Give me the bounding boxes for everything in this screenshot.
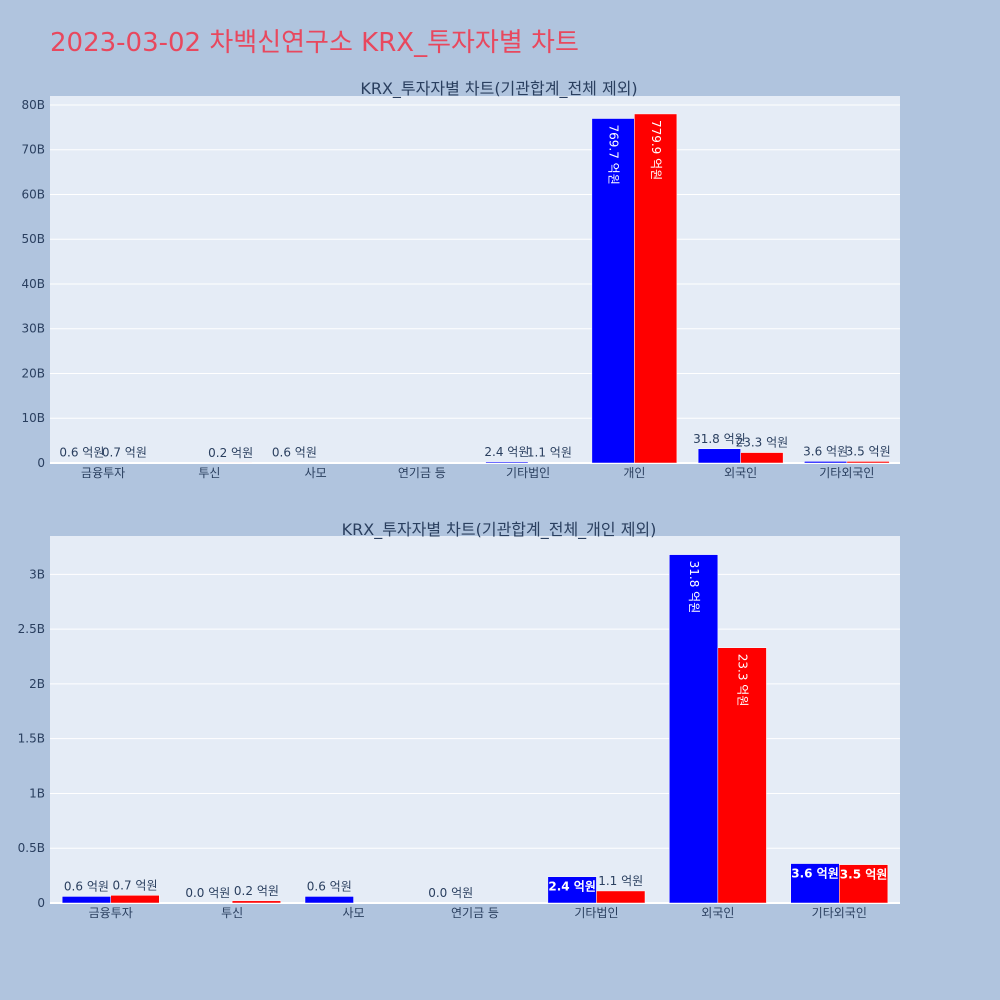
bar	[839, 864, 889, 904]
chart-1: 0 10B 20B 30B 40B 50B 60B 70B 80B KRX_투자자별 차트(기관합…	[21, 79, 900, 480]
y-tick-label: 10B	[21, 411, 45, 425]
bar	[547, 876, 597, 904]
y-tick-label: 2.5B	[18, 622, 45, 636]
y-tick-label: 70B	[21, 143, 45, 157]
data-label: 0.2 억원	[234, 884, 279, 898]
data-label: 779.9 억원	[649, 120, 663, 180]
bar	[485, 461, 529, 464]
x-tick-label: 투신	[221, 906, 243, 920]
y-tick-label: 0	[37, 456, 45, 470]
bar	[304, 896, 354, 904]
data-label: 769.7 억원	[607, 125, 621, 185]
data-label: 0.7 억원	[113, 878, 158, 892]
bar	[110, 895, 160, 904]
data-label: 3.6 억원	[791, 867, 839, 881]
x-tick-label: 사모	[305, 466, 327, 480]
y-tick-label: 1.5B	[18, 732, 45, 746]
data-label: 2.4 억원	[484, 445, 529, 459]
bar	[591, 118, 635, 464]
data-label: 0.0 억원	[428, 886, 473, 900]
x-tick-label: 사모	[343, 906, 365, 920]
y-tick-label: 2B	[29, 677, 45, 691]
x-tick-label: 기타법인	[574, 906, 618, 920]
data-label: 31.8 억원	[693, 432, 746, 446]
x-tick-label: 외국인	[724, 466, 757, 480]
x-tick-label: 금융투자	[81, 466, 125, 480]
bar	[231, 900, 281, 904]
data-label: 0.6 억원	[307, 879, 352, 893]
bar	[846, 461, 890, 464]
data-label: 0.6 억원	[59, 446, 104, 460]
y-tick-label: 30B	[21, 322, 45, 336]
y-tick-label: 80B	[21, 98, 45, 112]
y-tick-label: 0	[37, 896, 45, 910]
data-label: 1.1 억원	[598, 874, 643, 888]
x-tick-label: 개인	[623, 466, 645, 480]
data-label: 3.6 억원	[803, 444, 848, 458]
data-label: 23.3 억원	[736, 436, 789, 450]
y-tick-label: 60B	[21, 187, 45, 201]
data-label: 0.7 억원	[102, 446, 147, 460]
data-label: 0.2 억원	[208, 446, 253, 460]
bar	[790, 863, 840, 904]
data-label: 0.6 억원	[272, 446, 317, 460]
plot-area	[50, 96, 900, 463]
y-tick-label: 0.5B	[18, 841, 45, 855]
bar	[669, 554, 719, 904]
y-tick-label: 40B	[21, 277, 45, 291]
x-tick-label: 금융투자	[89, 906, 133, 920]
x-tick-label: 외국인	[701, 906, 734, 920]
chart-title: KRX_투자자별 차트(기관합계_전체 제외)	[360, 79, 637, 99]
chart-title: KRX_투자자별 차트(기관합계_전체_개인 제외)	[342, 520, 657, 540]
bar	[740, 452, 784, 464]
data-label: 1.1 억원	[527, 446, 572, 460]
x-tick-label: 기타외국인	[812, 906, 867, 920]
bar	[804, 461, 848, 464]
x-tick-label: 연기금 등	[451, 906, 499, 920]
x-tick-label: 투신	[198, 466, 220, 480]
data-label: 3.5 억원	[840, 868, 888, 882]
y-tick-label: 1B	[29, 786, 45, 800]
data-label: 0.0 억원	[185, 886, 230, 900]
data-label: 31.8 억원	[687, 561, 701, 614]
chart-2: 0 0.5B 1B 1.5B 2B 2.5B 3B KRX_투자자별 차트(기관합계_전체_개…	[18, 520, 900, 920]
y-tick-label: 20B	[21, 366, 45, 380]
x-tick-label: 연기금 등	[398, 466, 446, 480]
y-tick-label: 50B	[21, 232, 45, 246]
bar	[61, 896, 111, 904]
data-label: 0.6 억원	[64, 879, 109, 893]
x-tick-label: 기타외국인	[819, 466, 874, 480]
data-label: 23.3 억원	[736, 654, 750, 707]
bar	[596, 890, 646, 904]
page-title: 2023-03-02 차백신연구소 KRX_투자자별 차트	[50, 28, 579, 58]
data-label: 2.4 억원	[548, 880, 596, 894]
y-tick-label: 3B	[29, 567, 45, 581]
bar	[717, 647, 767, 904]
x-tick-label: 기타법인	[506, 466, 550, 480]
bar	[697, 448, 741, 464]
bar	[634, 113, 678, 464]
data-label: 3.5 억원	[846, 444, 891, 458]
